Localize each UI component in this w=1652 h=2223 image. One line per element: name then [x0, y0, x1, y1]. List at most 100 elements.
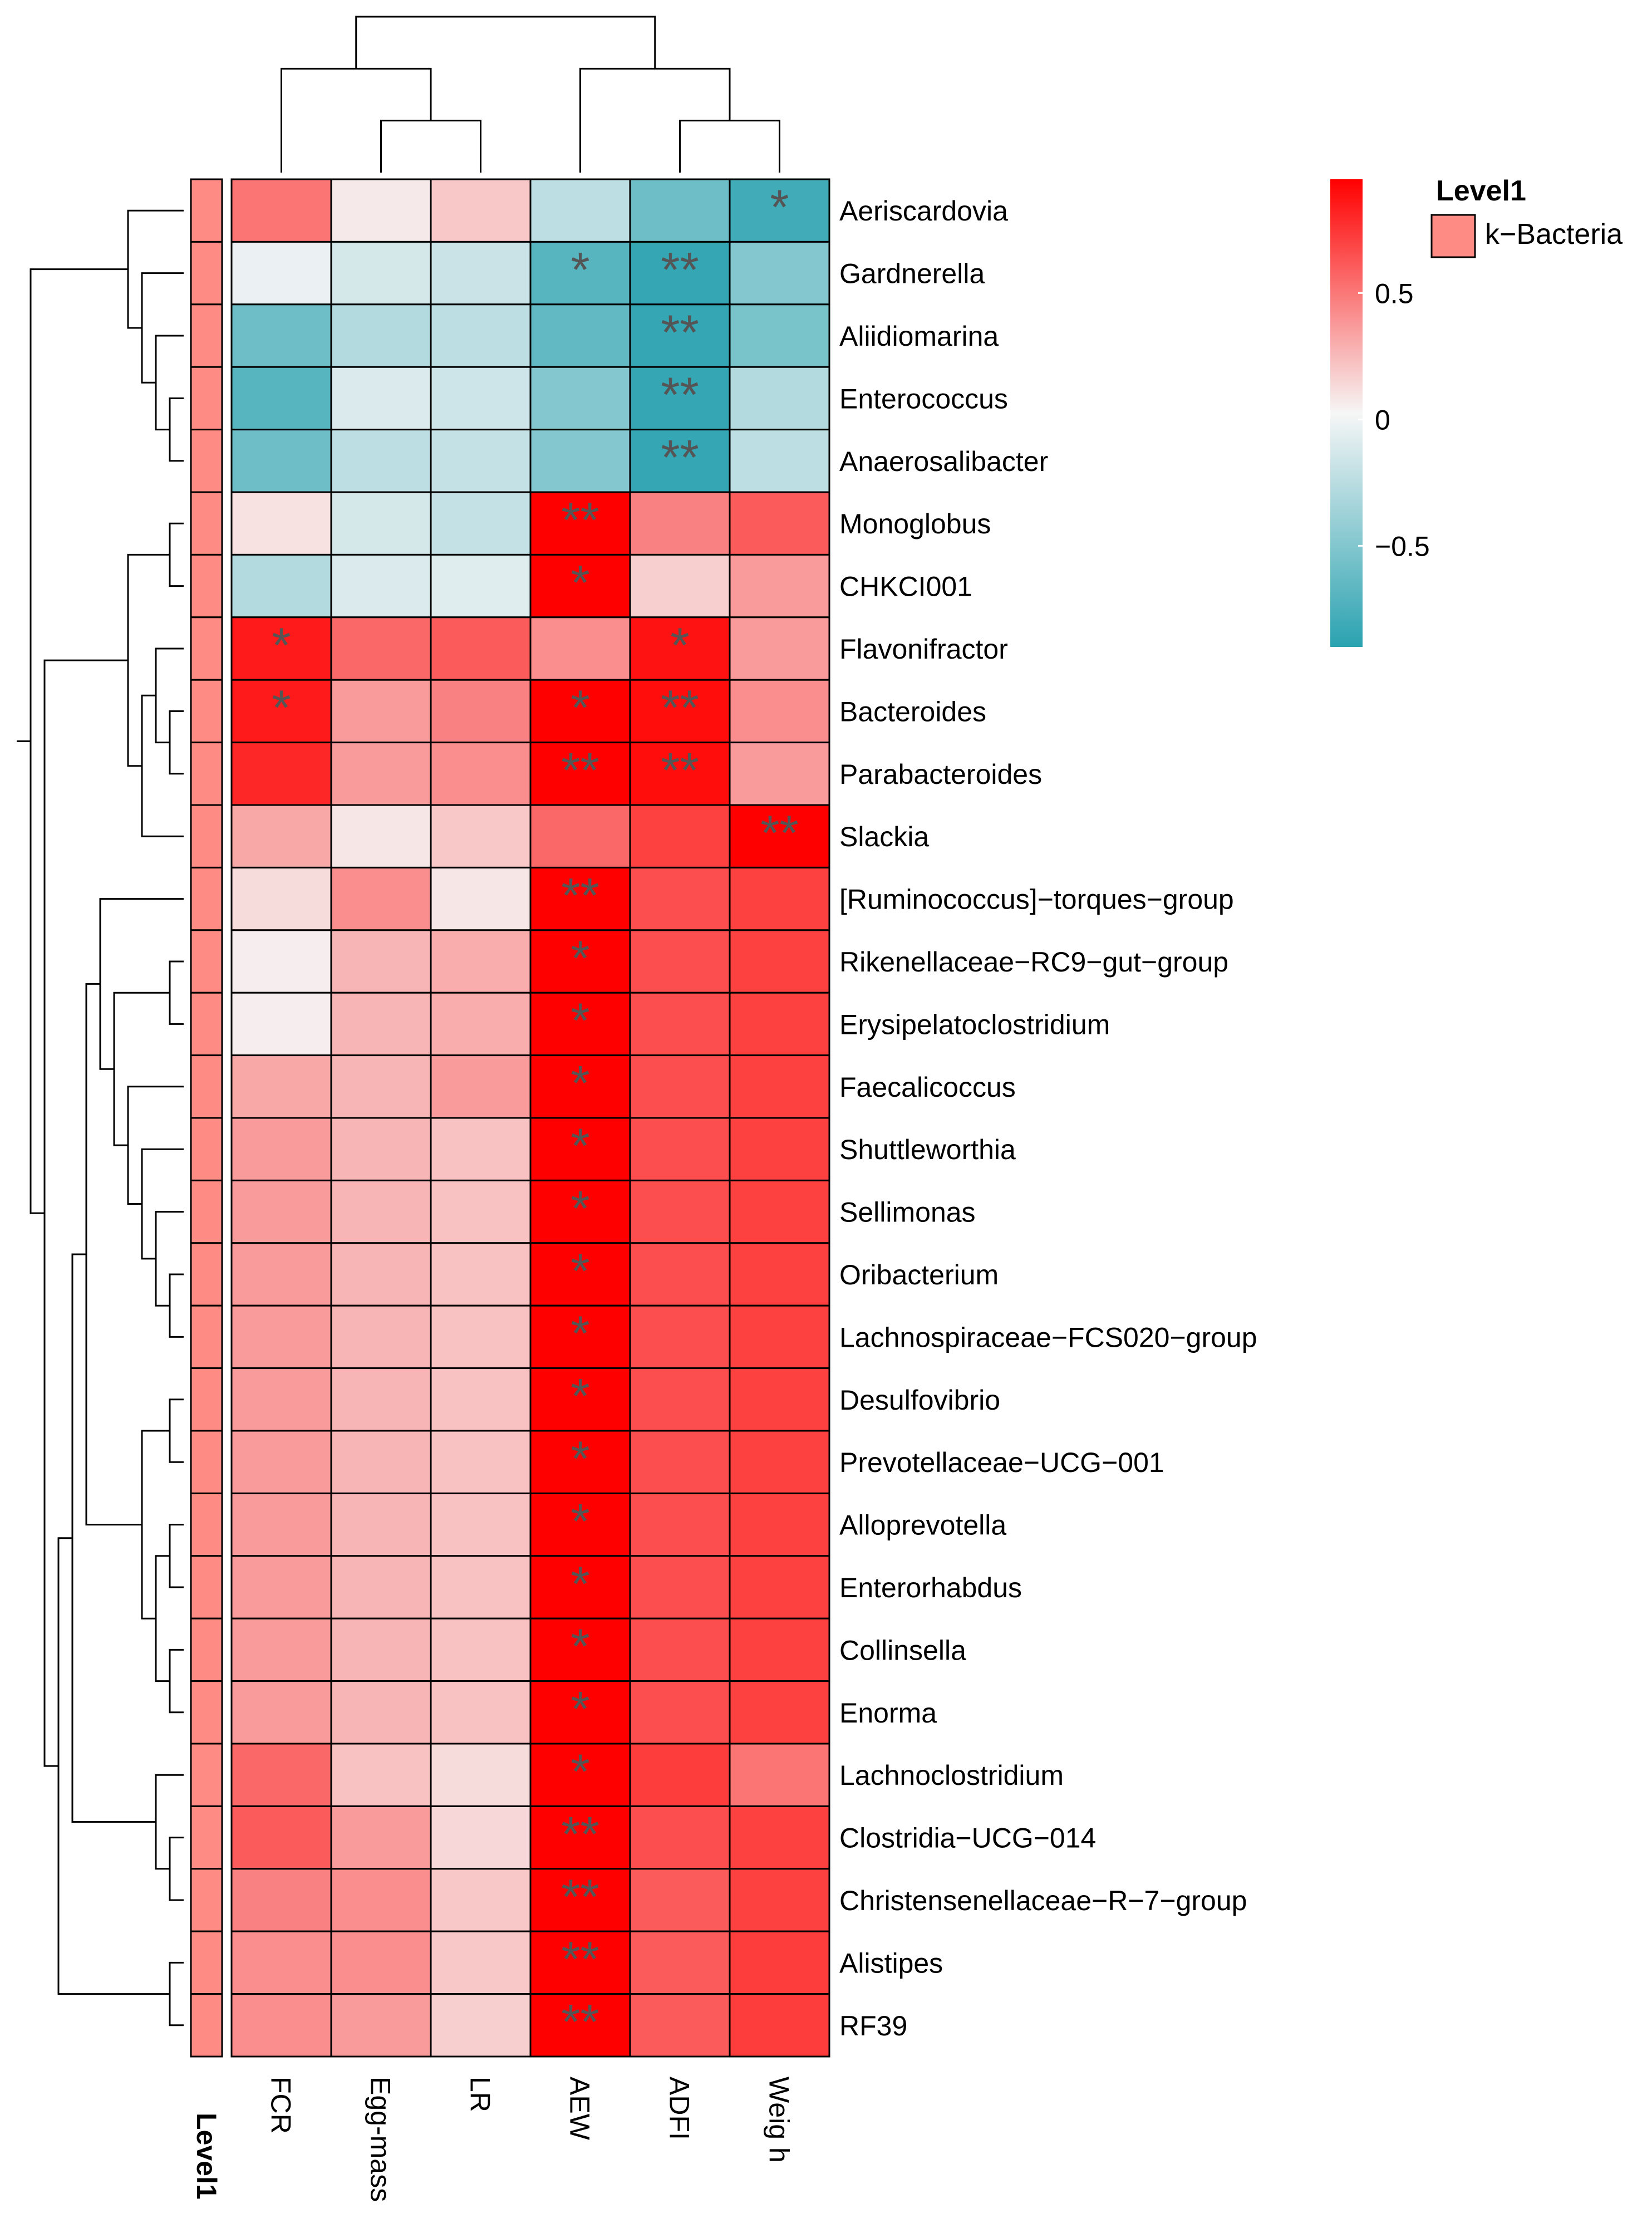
heatmap-cell [430, 1555, 532, 1620]
annotation-cell [190, 241, 223, 306]
heatmap-cell [330, 866, 432, 931]
heatmap-cell [230, 366, 332, 431]
annotation-cell [190, 1179, 223, 1244]
annotation-cell [190, 1367, 223, 1432]
heatmap-cell [729, 1868, 830, 1932]
row-label: Enterorhabdus [839, 1572, 1022, 1603]
dendrogram-branch [169, 710, 184, 775]
heatmap-cell [230, 1617, 332, 1682]
heatmap-cell [330, 1492, 432, 1557]
dendrogram-branch [169, 1961, 184, 2026]
dendrogram-branch [155, 1555, 170, 1682]
heatmap-cell [330, 1054, 432, 1119]
significance-marker: * [272, 680, 291, 735]
heatmap-cell [529, 1242, 631, 1307]
heatmap-cell [729, 1930, 830, 1995]
row-label: [Ruminococcus]−torques−group [839, 884, 1234, 915]
row-label: Bacteroides [839, 696, 986, 727]
heatmap-cell [629, 992, 731, 1057]
significance-marker: ** [561, 1869, 599, 1924]
column-label: AEW [564, 2077, 596, 2141]
heatmap-cell [230, 929, 332, 994]
heatmap-cell [330, 804, 432, 868]
heatmap-cell [230, 1993, 332, 2058]
row-label: Enorma [839, 1697, 937, 1729]
heatmap-cell [430, 1430, 532, 1494]
annotation-axis-label: Level1 [191, 2113, 222, 2200]
heatmap-cell [330, 1242, 432, 1307]
row-label: Gardnerella [839, 258, 985, 289]
dendrogram-branch [141, 272, 184, 384]
heatmap-cell [629, 1868, 731, 1932]
heatmap-cell [230, 241, 332, 306]
significance-marker: * [571, 1180, 589, 1235]
dendrogram-branch [113, 992, 170, 1146]
dendrogram-branch [169, 1648, 184, 1714]
heatmap-cell [230, 1367, 332, 1432]
significance-marker: ** [561, 1931, 599, 1986]
annotation-cell [190, 1555, 223, 1620]
annotation-cell [190, 1617, 223, 1682]
heatmap-cell [230, 429, 332, 493]
color-scale-legend: 0.5 0 −0.5 [1330, 179, 1430, 647]
heatmap-cell [529, 929, 631, 994]
heatmap-cell [529, 679, 631, 744]
significance-marker: * [571, 1431, 589, 1486]
annotation-cell [190, 303, 223, 368]
heatmap-cell [230, 1117, 332, 1181]
heatmap-cell [729, 929, 830, 994]
heatmap-cell [629, 1680, 731, 1745]
annotation-cell [190, 804, 223, 868]
heatmap-cell [230, 616, 332, 681]
heatmap-cell [529, 366, 631, 431]
level1-legend-label: k−Bacteria [1485, 218, 1622, 251]
row-label: Parabacteroides [839, 759, 1042, 790]
significance-marker: * [571, 993, 589, 1048]
heatmap-cell [629, 1304, 731, 1370]
row-label: Alloprevotella [839, 1510, 1006, 1541]
significance-marker: * [571, 1118, 589, 1173]
heatmap-cell [330, 491, 432, 556]
heatmap-cell [629, 1430, 731, 1494]
heatmap-cell [430, 992, 532, 1057]
heatmap-cell [529, 491, 631, 556]
heatmap-cell [430, 366, 532, 431]
dendrogram-branch [71, 1253, 156, 1823]
heatmap-cell [430, 1680, 532, 1745]
heatmap-cell [629, 804, 731, 868]
heatmap-cell [729, 1805, 830, 1870]
heatmap-cell [629, 866, 731, 931]
significance-marker: ** [561, 743, 599, 798]
column-label: ADFI [664, 2077, 695, 2140]
heatmap-cell [230, 303, 332, 368]
heatmap-cell [529, 1117, 631, 1181]
heatmap-cell [629, 553, 731, 619]
heatmap-cell [529, 1617, 631, 1682]
annotation-cell [190, 178, 223, 243]
significance-marker: ** [661, 242, 699, 297]
significance-marker: ** [760, 805, 799, 860]
heatmap-cell [729, 241, 830, 306]
heatmap-cell [529, 1304, 631, 1370]
heatmap-cell [330, 241, 432, 306]
dendrogram-branch [169, 397, 184, 462]
significance-marker: * [571, 1243, 589, 1298]
significance-marker: * [571, 1681, 589, 1736]
heatmap-cell [330, 178, 432, 243]
heatmap-cell [230, 178, 332, 243]
color-scale-bar [1330, 179, 1363, 647]
heatmap-cell [230, 679, 332, 744]
dendrogram-branch [169, 960, 184, 1025]
annotation-cell [190, 742, 223, 806]
heatmap-cell [430, 241, 532, 306]
row-label: Shuttleworthia [839, 1134, 1016, 1165]
column-label: LR [465, 2077, 496, 2112]
row-label: Anaerosalibacter [839, 446, 1048, 477]
heatmap-cell [729, 1179, 830, 1244]
heatmap-cell [330, 1555, 432, 1620]
annotation-cell [190, 1868, 223, 1932]
heatmap-cell [330, 992, 432, 1057]
heatmap-cell [430, 553, 532, 619]
level1-legend-swatch [1430, 214, 1476, 258]
